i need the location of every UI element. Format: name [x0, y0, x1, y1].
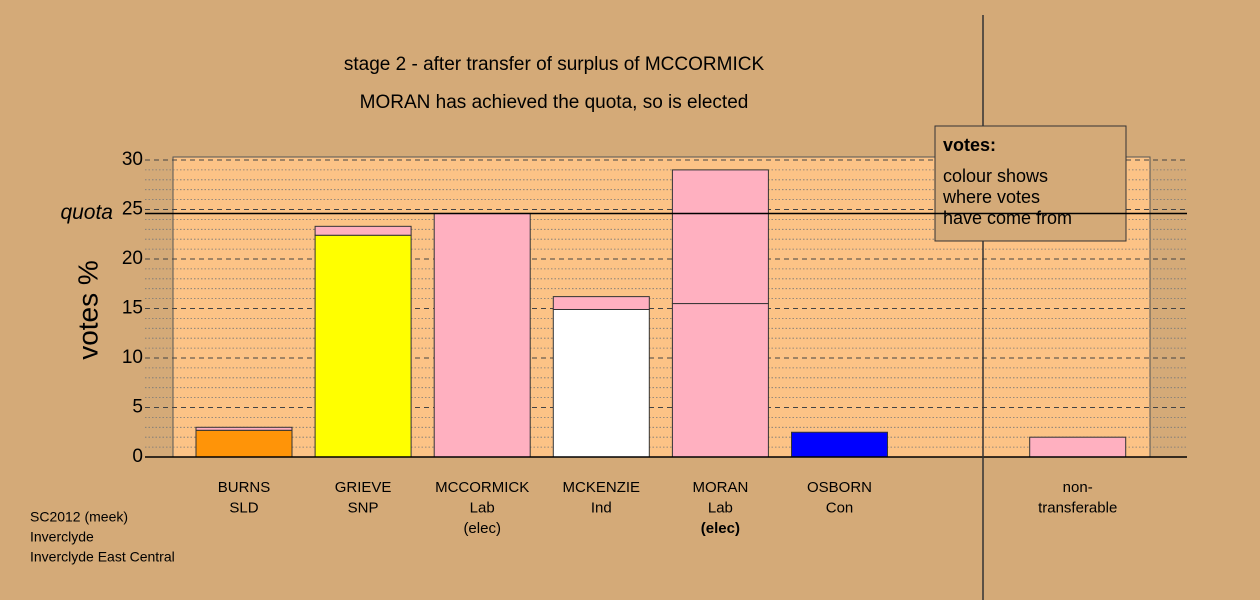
footer-text: SC2012 (meek) — [30, 509, 128, 525]
y-tick-label: 10 — [122, 347, 143, 368]
legend-title: votes: — [943, 135, 996, 155]
legend-text: colour shows — [943, 166, 1048, 186]
y-tick-label: 0 — [132, 446, 143, 467]
x-tick-label: GRIEVE — [335, 479, 392, 496]
bar-segment — [552, 308, 650, 458]
bar-segment — [671, 303, 769, 458]
x-tick-label: Lab — [470, 499, 495, 516]
chart-subtitle: MORAN has achieved the quota, so is elec… — [360, 92, 749, 113]
x-tick-label: non- — [1063, 479, 1093, 496]
bars — [195, 169, 1127, 458]
y-tick-label: 25 — [122, 199, 143, 220]
chart-title: stage 2 - after transfer of surplus of M… — [344, 54, 765, 75]
x-tick-label: MCKENZIE — [563, 479, 641, 496]
y-tick-label: 5 — [132, 397, 143, 418]
x-tick-label: OSBORN — [807, 479, 872, 496]
bar-segment — [552, 296, 650, 310]
y-axis-label: votes % — [72, 260, 103, 360]
bar-segment — [195, 429, 293, 458]
y-tick-label: 15 — [122, 298, 143, 319]
legend-text: where votes — [942, 187, 1040, 207]
x-tick-label: Ind — [591, 499, 612, 516]
footer-text: Inverclyde East Central — [30, 549, 175, 565]
bar-segment — [1029, 436, 1127, 458]
footer-text: Inverclyde — [30, 529, 94, 545]
y-tick-label: 20 — [122, 248, 143, 269]
x-tick-label: SNP — [348, 499, 379, 516]
legend-text: have come from — [943, 208, 1072, 228]
bar-segment — [195, 426, 293, 431]
bar-segment — [433, 212, 531, 458]
x-tick-label: BURNS — [218, 479, 271, 496]
bar-segment — [314, 225, 412, 236]
x-tick-label: MCCORMICK — [435, 479, 529, 496]
bar-segment — [314, 234, 412, 458]
legend: votes: colour shows where votes have com… — [934, 125, 1127, 242]
x-tick-label: Con — [826, 499, 854, 516]
x-tick-label: SLD — [229, 499, 258, 516]
bar-segment — [671, 169, 769, 305]
bar-segment — [791, 431, 888, 458]
x-tick-label: Lab — [708, 499, 733, 516]
quota-label: quota — [60, 201, 113, 224]
x-tick-label: (elec) — [463, 520, 501, 537]
x-tick-label: MORAN — [692, 479, 748, 496]
x-tick-label: (elec) — [701, 520, 740, 537]
y-tick-label: 30 — [122, 149, 143, 170]
x-tick-label: transferable — [1038, 499, 1117, 516]
legend-box — [934, 125, 1127, 242]
